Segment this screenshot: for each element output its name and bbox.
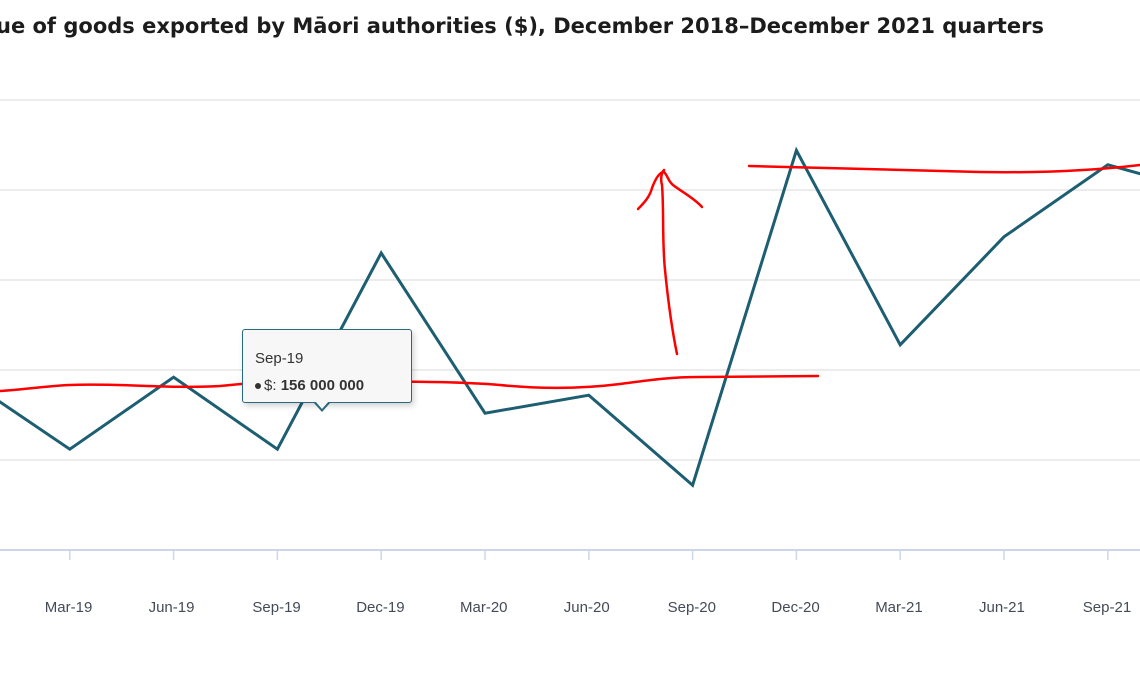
chart-title: ue of goods exported by Māori authoritie… [0, 14, 1044, 38]
x-tick-label: Mar-19 [45, 599, 93, 616]
tooltip-series-label: $: [264, 377, 281, 394]
annotation-arrow-shaft [659, 168, 679, 356]
gridlines [0, 99, 1140, 461]
tooltip-pointer-fill [315, 401, 329, 409]
tooltip-title: Sep-19 [255, 350, 304, 367]
x-tick-label: Sep-20 [668, 599, 716, 616]
tooltip-row: $: 156 000 000 [255, 377, 364, 394]
annotation-trend-line-high [747, 163, 1140, 174]
x-tick-label: Dec-19 [356, 599, 404, 616]
x-tick-label: Jun-21 [979, 599, 1025, 616]
x-tick-label: Mar-20 [460, 599, 508, 616]
x-tick-label: Jun-20 [564, 599, 610, 616]
tooltip-value: 156 000 000 [280, 377, 365, 394]
x-tick-label: Sep-19 [252, 599, 300, 616]
x-axis-labels: Mar-19 Jun-19 Sep-19 Dec-19 Mar-20 Jun-20 Sep-… [45, 599, 1131, 616]
x-tick-label: Sep-21 [1083, 599, 1131, 616]
tooltip-series-dot-icon [255, 383, 261, 390]
series-group [0, 146, 1140, 488]
x-tick-label: Dec-20 [771, 599, 819, 616]
hand-drawn-annotations [0, 163, 1140, 393]
x-tick-label: Mar-21 [875, 599, 923, 616]
data-tooltip: Sep-19 $: 156 000 000 [242, 329, 412, 403]
x-axis-ticks [69, 550, 1109, 560]
annotation-arrow-head [636, 170, 704, 211]
x-tick-label: Jun-19 [149, 599, 195, 616]
series-line[interactable] [0, 146, 1140, 488]
